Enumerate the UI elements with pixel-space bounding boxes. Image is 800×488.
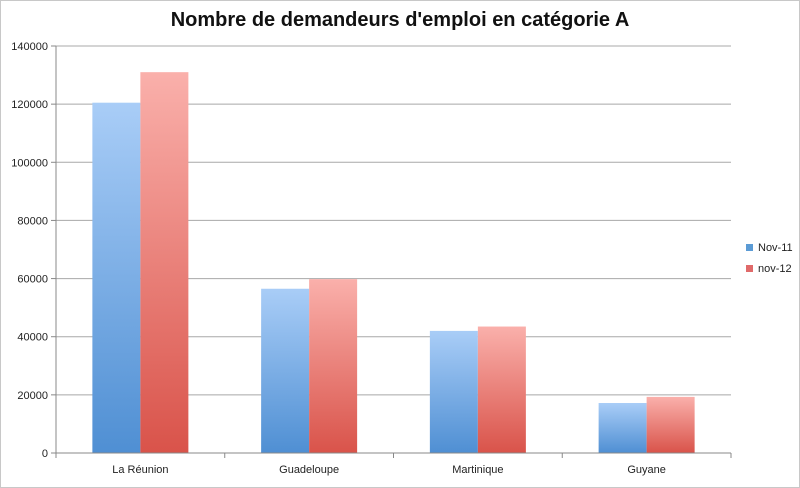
x-tick-label: La Réunion	[112, 464, 168, 476]
bar-nov-12-Guadeloupe	[309, 279, 358, 453]
bar-Nov-11-Martinique	[429, 330, 478, 453]
bar-Nov-11-La Réunion	[92, 102, 141, 454]
y-tick-label: 60000	[17, 274, 48, 286]
chart-title: Nombre de demandeurs d'emploi en catégor…	[170, 9, 630, 31]
legend-label: nov-12	[758, 263, 792, 275]
x-tick-label: Martinique	[452, 464, 503, 476]
x-tick-label: Guyane	[627, 464, 666, 476]
legend-label: Nov-11	[758, 242, 793, 254]
x-tick-label: Guadeloupe	[279, 464, 339, 476]
y-tick-label: 100000	[11, 157, 48, 169]
y-tick-label: 120000	[11, 99, 48, 111]
y-tick-label: 20000	[17, 390, 48, 402]
legend-swatch-Nov-11	[746, 244, 753, 251]
bar-Nov-11-Guadeloupe	[261, 288, 310, 453]
y-tick-label: 140000	[11, 41, 48, 53]
y-tick-label: 0	[42, 448, 48, 460]
legend-swatch-nov-12	[746, 265, 753, 272]
y-tick-label: 80000	[17, 215, 48, 227]
bar-Nov-11-Guyane	[598, 402, 647, 453]
y-tick-label: 40000	[17, 332, 48, 344]
bar-nov-12-La Réunion	[140, 72, 189, 454]
bar-nov-12-Martinique	[477, 326, 526, 453]
bar-nov-12-Guyane	[646, 396, 695, 453]
